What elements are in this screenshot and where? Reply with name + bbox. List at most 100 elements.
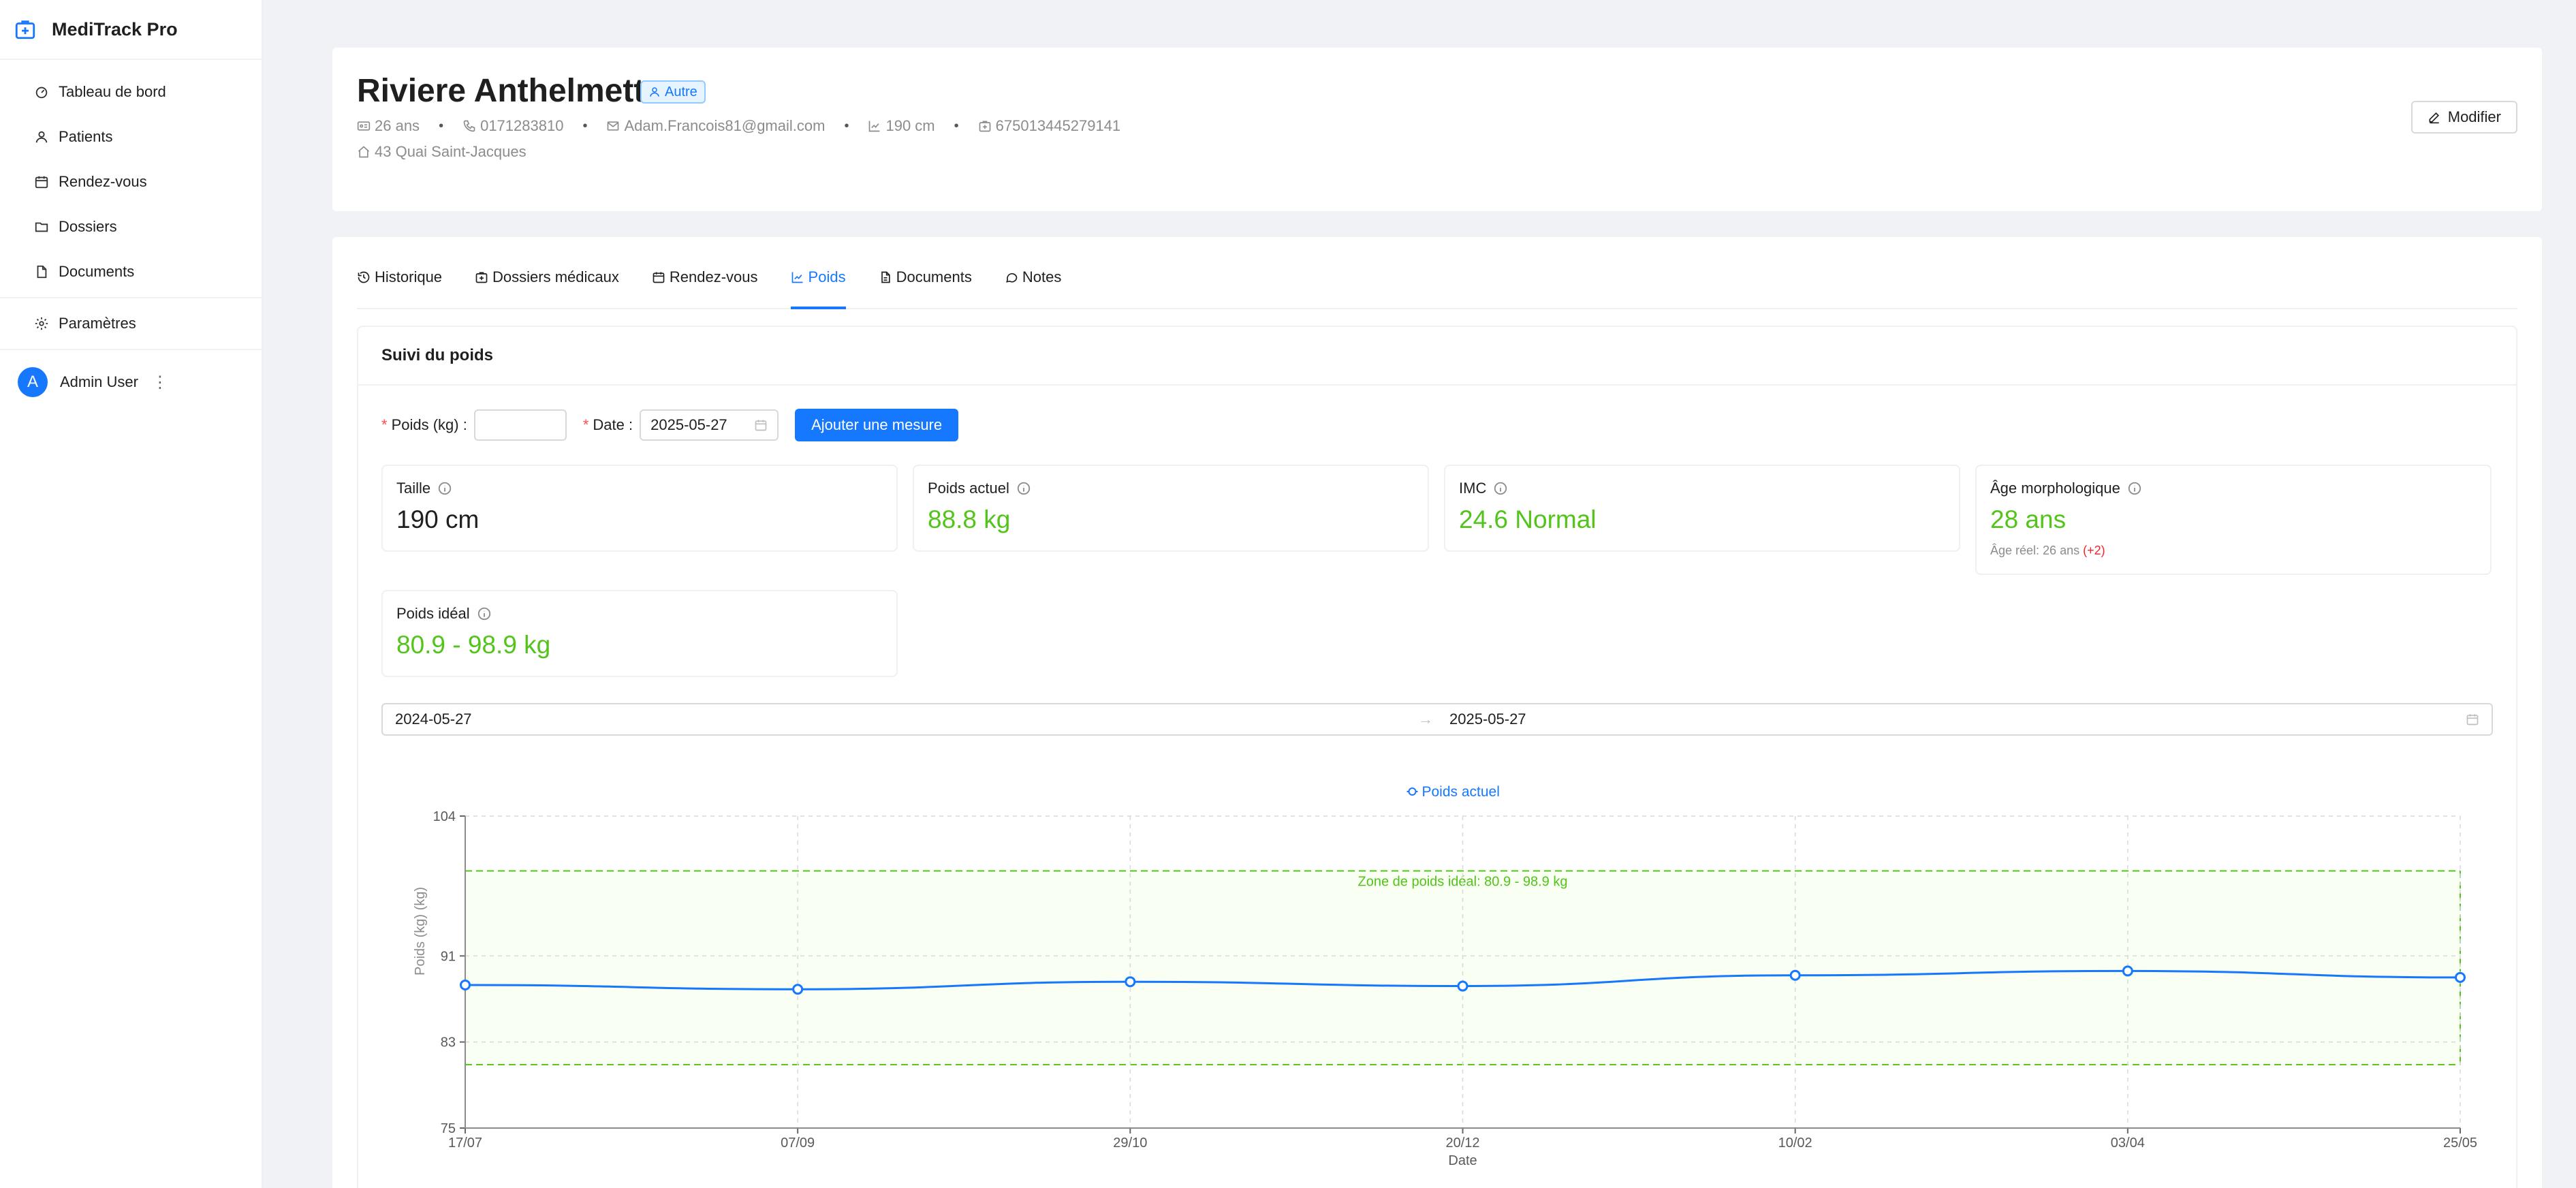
dashboard-icon — [35, 87, 48, 99]
range-start[interactable]: 2024-05-27 — [395, 710, 472, 728]
info-icon[interactable] — [1493, 481, 1508, 496]
app-logo[interactable]: MediTrack Pro — [0, 0, 262, 60]
address-value: 43 Quai Saint-Jacques — [375, 143, 527, 160]
edit-label: Modifier — [2447, 108, 2501, 125]
stat-morphological-age: Âge morphologique 28 ans Âge réel: 26 an… — [1975, 465, 2492, 575]
gear-icon — [35, 317, 48, 330]
tab-notes[interactable]: Notes — [1005, 237, 1061, 308]
file-icon — [37, 265, 47, 279]
info-icon[interactable] — [477, 606, 492, 621]
tab-label: Documents — [896, 268, 972, 285]
real-age-note: Âge réel: 26 ans (+2) — [1990, 544, 2477, 558]
message-icon — [1006, 272, 1018, 283]
sidebar-item-label: Rendez-vous — [59, 173, 147, 190]
y-tick-label: 75 — [441, 1121, 456, 1136]
tab-medical-records[interactable]: Dossiers médicaux — [475, 237, 619, 308]
mail-icon — [608, 121, 619, 131]
tab-appointments[interactable]: Rendez-vous — [652, 237, 758, 308]
id-value: 675013445279141 — [995, 117, 1121, 134]
tab-documents[interactable]: Documents — [879, 237, 972, 308]
range-end[interactable]: 2025-05-27 — [1449, 710, 1526, 728]
y-tick-label: 83 — [441, 1035, 456, 1050]
calendar-icon — [35, 176, 48, 189]
user-menu[interactable]: A Admin User ⋮ — [0, 353, 262, 411]
weight-tracking-panel: Suivi du poids * Poids (kg) : * Date : 2… — [357, 326, 2517, 1188]
history-icon — [358, 271, 370, 283]
real-age-text: Âge réel: 26 ans — [1990, 544, 2080, 557]
tab-label: Rendez-vous — [669, 268, 758, 285]
add-measure-button[interactable]: Ajouter une mesure — [795, 409, 959, 441]
sidebar-item-appointments[interactable]: Rendez-vous — [0, 159, 262, 204]
tab-history[interactable]: Historique — [357, 237, 442, 308]
stat-label: IMC — [1459, 480, 1945, 497]
x-tick-label: 20/12 — [1445, 1136, 1479, 1151]
sidebar-item-label: Paramètres — [59, 315, 136, 332]
add-measure-form: * Poids (kg) : * Date : 2025-05-27 Ajout… — [381, 409, 959, 441]
info-icon[interactable] — [2127, 481, 2142, 496]
separator-dot: • — [582, 118, 588, 134]
stat-value: 80.9 - 98.9 kg — [396, 631, 551, 659]
stat-label-text: Poids actuel — [928, 480, 1009, 497]
phone-value: 0171283810 — [480, 117, 564, 134]
required-mark: * — [582, 416, 589, 433]
file-icon — [881, 271, 890, 283]
stat-label-text: Âge morphologique — [1990, 480, 2120, 497]
sidebar-item-label: Dossiers — [59, 218, 117, 235]
medical-kit-icon — [15, 20, 35, 40]
stat-label: Taille — [396, 480, 883, 497]
medical-kit-icon — [475, 272, 488, 283]
stat-label: Poids actuel — [928, 480, 1414, 497]
more-vertical-icon[interactable]: ⋮ — [151, 373, 168, 392]
patient-email: Adam.Francois81@gmail.com — [606, 117, 825, 135]
stat-label-text: Taille — [396, 480, 431, 497]
info-icon[interactable] — [1016, 481, 1031, 496]
stat-value: 88.8 kg — [928, 505, 1011, 533]
patient-detail-card: Historique Dossiers médicaux Rendez-vous… — [332, 237, 2542, 1188]
tab-weight[interactable]: Poids — [790, 237, 846, 309]
line-chart-icon — [791, 272, 803, 283]
weight-data-point — [2455, 971, 2466, 983]
menu-divider — [0, 297, 262, 298]
weight-input[interactable] — [473, 409, 567, 441]
separator-dot: • — [439, 118, 444, 134]
info-icon[interactable] — [437, 481, 452, 496]
menu-divider — [0, 349, 262, 350]
sidebar-item-documents[interactable]: Documents — [0, 249, 262, 294]
sidebar-item-dashboard[interactable]: Tableau de bord — [0, 69, 262, 114]
sidebar-item-settings[interactable]: Paramètres — [0, 301, 262, 346]
edit-button[interactable]: Modifier — [2410, 101, 2517, 134]
weight-data-point — [2122, 965, 2133, 977]
weight-data-point — [460, 979, 471, 990]
y-tick-label: 104 — [433, 809, 456, 824]
panel-title: Suivi du poids — [358, 327, 2516, 386]
date-label-text: Date — [593, 416, 625, 433]
stat-label-text: IMC — [1459, 480, 1487, 497]
calendar-icon — [755, 420, 767, 431]
tab-label: Poids — [808, 268, 846, 285]
sidebar-item-label: Tableau de bord — [59, 83, 166, 100]
stat-label-text: Poids idéal — [396, 605, 470, 622]
email-value: Adam.Francois81@gmail.com — [624, 117, 826, 134]
patient-id: 675013445279141 — [978, 117, 1121, 135]
range-arrow: → — [1418, 710, 1433, 728]
separator-dot: • — [954, 118, 959, 134]
patient-address: 43 Quai Saint-Jacques — [357, 143, 527, 161]
separator-dot: • — [844, 118, 849, 134]
x-tick-label: 03/04 — [2111, 1136, 2145, 1151]
stat-value: 28 ans — [1990, 505, 2067, 533]
date-picker[interactable]: 2025-05-27 — [640, 409, 779, 441]
stat-height: Taille 190 cm — [381, 465, 898, 552]
legend-label: Poids actuel — [1422, 784, 1500, 800]
sidebar-item-patients[interactable]: Patients — [0, 114, 262, 159]
x-tick-label: 17/07 — [448, 1136, 482, 1151]
tab-label: Historique — [375, 268, 443, 285]
x-tick-label: 25/05 — [2443, 1136, 2477, 1151]
weight-data-point — [792, 984, 804, 995]
stat-value: 24.6 Normal — [1459, 505, 1597, 533]
patient-age: 26 ans — [357, 117, 420, 135]
user-icon — [650, 87, 659, 97]
sidebar-item-records[interactable]: Dossiers — [0, 204, 262, 249]
medical-kit-icon — [979, 121, 990, 132]
date-range-picker[interactable]: 2024-05-27 → 2025-05-27 — [381, 703, 2493, 736]
sidebar-item-label: Patients — [59, 128, 113, 145]
